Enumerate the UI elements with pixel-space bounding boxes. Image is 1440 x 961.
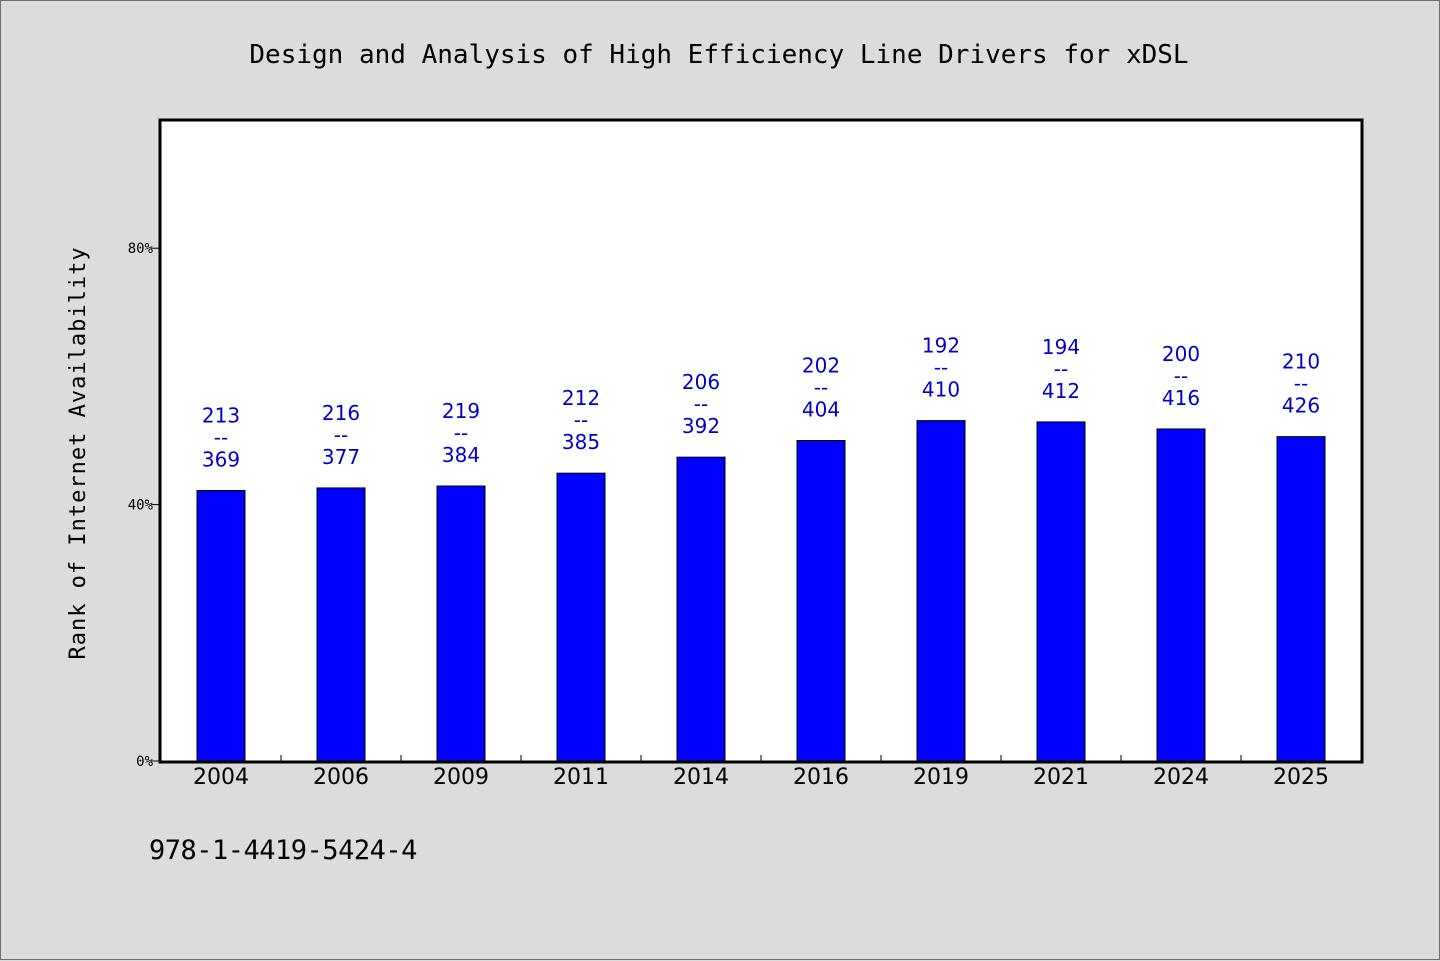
data-label: 212 (562, 386, 600, 410)
axes: 0%40%80%2004 2006 2009 2011 2014 2016 2019 2021… (128, 241, 1329, 790)
x-tick-label: 2025 (1273, 765, 1329, 790)
bar-2014 (676, 456, 726, 762)
data-label: 216 (322, 401, 360, 425)
data-label: 206 (682, 370, 720, 394)
x-tick-label: 2014 (673, 765, 729, 790)
y-tick-label: 0% (136, 754, 153, 770)
y-tick-label: 80% (128, 241, 154, 257)
bar-2024 (1156, 428, 1206, 762)
data-label: 202 (802, 354, 840, 378)
data-label: -- (454, 421, 468, 445)
x-tick-label: 2024 (1153, 765, 1209, 790)
bar-2006 (316, 487, 366, 762)
x-tick-label: 2019 (913, 765, 969, 790)
bar-2009 (436, 485, 486, 762)
bar-2004 (196, 489, 246, 762)
data-label: 426 (1282, 394, 1320, 418)
data-label: 416 (1162, 386, 1200, 410)
data-label: 392 (682, 414, 720, 438)
data-label: -- (574, 408, 588, 432)
data-label: 404 (802, 398, 840, 422)
y-axis-label: Rank of Internet Availability (66, 246, 91, 659)
data-label: 194 (1042, 335, 1080, 359)
data-label: 385 (562, 430, 600, 454)
bar-2021 (1036, 421, 1086, 762)
data-label: 210 (1282, 350, 1320, 374)
x-tick-label: 2009 (433, 765, 489, 790)
data-label: -- (934, 356, 948, 380)
data-label: -- (214, 425, 228, 449)
bar-2011 (556, 472, 606, 762)
chart-title: Design and Analysis of High Efficiency L… (249, 40, 1188, 70)
bar-2019 (916, 420, 966, 762)
data-label: -- (1054, 357, 1068, 381)
data-label: 200 (1162, 342, 1200, 366)
data-labels: 213--369216--377219--384212--385206--392… (202, 334, 1320, 472)
data-label: -- (1174, 364, 1188, 388)
y-tick-label: 40% (128, 498, 154, 514)
data-label: 412 (1042, 379, 1080, 403)
bars (196, 420, 1326, 762)
data-label: -- (334, 423, 348, 447)
isbn-text: 978-1-4419-5424-4 (149, 835, 417, 866)
data-label: 219 (442, 399, 480, 423)
bar-2016 (796, 440, 846, 762)
x-tick-label: 2006 (313, 765, 369, 790)
data-label: 213 (202, 403, 240, 427)
data-label: 384 (442, 443, 480, 467)
data-label: 410 (922, 378, 960, 402)
data-label: -- (1294, 372, 1308, 396)
x-tick-label: 2016 (793, 765, 849, 790)
data-label: 377 (322, 445, 360, 469)
data-label: -- (814, 376, 828, 400)
x-tick-label: 2011 (553, 765, 609, 790)
x-tick-label: 2004 (193, 765, 249, 790)
bar-2025 (1276, 436, 1326, 762)
data-label: 192 (922, 334, 960, 358)
x-tick-label: 2021 (1033, 765, 1089, 790)
data-label: -- (694, 392, 708, 416)
data-label: 369 (202, 447, 240, 471)
